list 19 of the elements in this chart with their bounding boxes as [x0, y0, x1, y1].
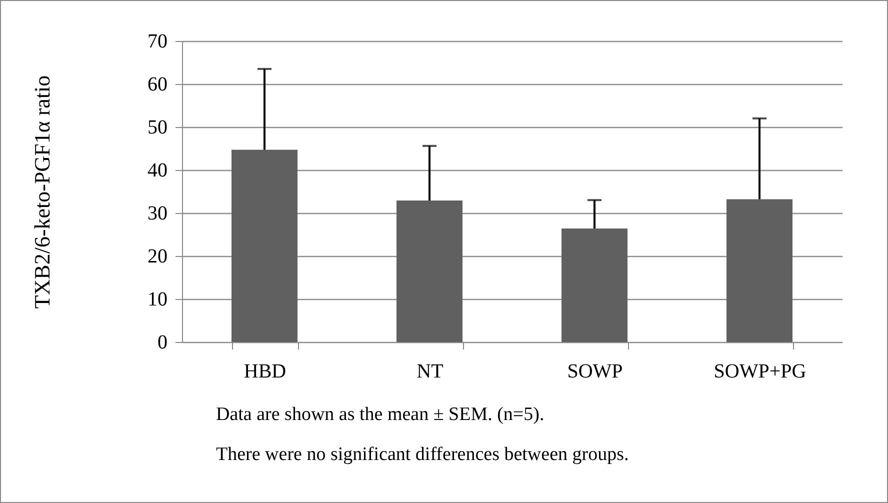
- y-tick-label: 40: [148, 160, 168, 182]
- x-tick-label: NT: [416, 360, 444, 382]
- y-tick-label: 0: [158, 332, 168, 354]
- bar: [726, 199, 792, 342]
- y-axis-title: TXB2/6-keto-PGF1α ratio: [30, 75, 54, 309]
- y-tick-label: 20: [148, 246, 168, 268]
- bar: [396, 200, 462, 342]
- y-tick-label: 10: [148, 288, 168, 310]
- text: There were no significant differences between groups.: [216, 443, 629, 467]
- x-tick-label: HBD: [244, 360, 286, 382]
- x-tick-label: SOWP: [567, 360, 623, 382]
- x-tick-label: SOWP+PG: [714, 360, 806, 382]
- text: Data are shown as the mean ± SEM. (n=5).: [216, 403, 546, 427]
- y-tick-label: 30: [148, 202, 168, 224]
- bar: [562, 228, 628, 342]
- y-tick-label: 70: [148, 30, 168, 52]
- y-tick-label: 50: [148, 116, 168, 138]
- bar: [232, 150, 298, 342]
- y-tick-label: 60: [148, 74, 168, 96]
